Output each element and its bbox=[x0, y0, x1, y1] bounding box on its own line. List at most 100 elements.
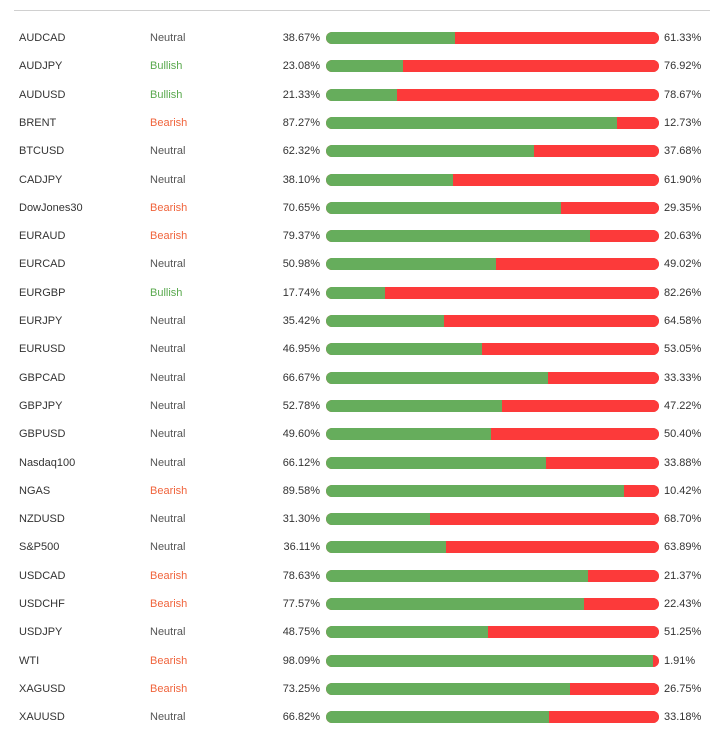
table-row[interactable]: EURGBP Bullish 17.74% 82.26% bbox=[0, 279, 720, 307]
long-percent: 77.57% bbox=[282, 598, 320, 610]
sentiment-label: Neutral bbox=[150, 711, 186, 724]
table-row[interactable]: BTCUSD Neutral 62.32% 37.68% bbox=[0, 137, 720, 165]
short-percent: 33.18% bbox=[664, 711, 702, 724]
symbol[interactable]: S&P500 bbox=[19, 541, 60, 554]
short-percent: 78.67% bbox=[664, 88, 702, 101]
symbol[interactable]: NGAS bbox=[19, 484, 51, 497]
symbol[interactable]: BTCUSD bbox=[19, 145, 65, 158]
symbol[interactable]: USDJPY bbox=[19, 626, 63, 639]
table-row[interactable]: EURJPY Neutral 35.42% 64.58% bbox=[0, 307, 720, 335]
sentiment-bar bbox=[326, 626, 659, 639]
table-row[interactable]: AUDUSD Bullish 21.33% 78.67% bbox=[0, 81, 720, 109]
table-row[interactable]: XAGUSD Bearish 73.25% 26.75% bbox=[0, 675, 720, 703]
short-percent: 82.26% bbox=[664, 286, 702, 299]
symbol[interactable]: GBPCAD bbox=[19, 371, 66, 384]
table-row[interactable]: DowJones30 Bearish 70.65% 29.35% bbox=[0, 194, 720, 222]
table-row[interactable]: EURAUD Bearish 79.37% 20.63% bbox=[0, 222, 720, 250]
symbol[interactable]: EURCAD bbox=[19, 258, 66, 271]
table-row[interactable]: XAUUSD Neutral 66.82% 33.18% bbox=[0, 703, 720, 731]
long-fill bbox=[326, 230, 591, 243]
sentiment-bar bbox=[326, 484, 659, 497]
sentiment-bar bbox=[326, 201, 659, 214]
symbol[interactable]: EURJPY bbox=[19, 315, 63, 327]
symbol[interactable]: CADJPY bbox=[19, 173, 63, 186]
symbol[interactable]: AUDUSD bbox=[19, 88, 66, 101]
short-percent: 61.33% bbox=[664, 32, 702, 44]
sentiment-bar bbox=[326, 598, 659, 610]
long-fill bbox=[326, 343, 483, 356]
short-fill bbox=[495, 258, 659, 271]
short-fill bbox=[446, 541, 659, 554]
symbol[interactable]: WTI bbox=[19, 654, 40, 667]
table-row[interactable]: GBPCAD Neutral 66.67% 33.33% bbox=[0, 364, 720, 392]
symbol[interactable]: GBPJPY bbox=[19, 399, 63, 412]
sentiment-bar bbox=[326, 428, 659, 441]
table-row[interactable]: CADJPY Neutral 38.10% 61.90% bbox=[0, 166, 720, 194]
symbol[interactable]: NZDUSD bbox=[19, 513, 65, 526]
long-percent: 87.27% bbox=[282, 116, 320, 129]
long-percent: 35.42% bbox=[282, 315, 320, 327]
sentiment-label: Bullish bbox=[150, 88, 183, 101]
long-fill bbox=[326, 541, 447, 554]
short-fill bbox=[546, 456, 659, 469]
symbol[interactable]: BRENT bbox=[19, 116, 57, 129]
sentiment-label: Neutral bbox=[150, 173, 186, 186]
symbol[interactable]: Nasdaq100 bbox=[19, 456, 76, 469]
sentiment-label: Bearish bbox=[150, 484, 188, 497]
symbol[interactable]: GBPUSD bbox=[19, 428, 66, 441]
long-percent: 70.65% bbox=[282, 201, 320, 214]
long-fill bbox=[326, 145, 534, 158]
long-fill bbox=[326, 569, 588, 582]
sentiment-label: Neutral bbox=[150, 258, 186, 271]
symbol[interactable]: USDCHF bbox=[19, 598, 65, 610]
long-percent: 89.58% bbox=[282, 484, 320, 497]
table-row[interactable]: USDCAD Bearish 78.63% 21.37% bbox=[0, 562, 720, 590]
short-percent: 22.43% bbox=[664, 598, 702, 610]
long-percent: 38.67% bbox=[282, 32, 320, 44]
table-row[interactable]: AUDJPY Bullish 23.08% 76.92% bbox=[0, 52, 720, 80]
long-fill bbox=[326, 173, 453, 186]
table-row[interactable]: WTI Bearish 98.09% 1.91% bbox=[0, 647, 720, 675]
sentiment-bar bbox=[326, 230, 659, 243]
symbol[interactable]: XAGUSD bbox=[19, 682, 66, 695]
long-percent: 49.60% bbox=[282, 428, 320, 441]
sentiment-label: Bullish bbox=[150, 286, 183, 299]
table-row[interactable]: EURUSD Neutral 46.95% 53.05% bbox=[0, 335, 720, 363]
symbol[interactable]: USDCAD bbox=[19, 569, 66, 582]
symbol[interactable]: AUDCAD bbox=[19, 32, 66, 44]
symbol[interactable]: DowJones30 bbox=[19, 201, 83, 214]
long-percent: 73.25% bbox=[282, 682, 320, 695]
table-row[interactable]: NZDUSD Neutral 31.30% 68.70% bbox=[0, 505, 720, 533]
long-fill bbox=[326, 88, 398, 101]
long-percent: 48.75% bbox=[282, 626, 320, 639]
symbol[interactable]: EURUSD bbox=[19, 343, 66, 356]
table-row[interactable]: EURCAD Neutral 50.98% 49.02% bbox=[0, 250, 720, 278]
table-row[interactable]: USDCHF Bearish 77.57% 22.43% bbox=[0, 590, 720, 618]
symbol[interactable]: AUDJPY bbox=[19, 60, 63, 73]
table-row[interactable]: NGAS Bearish 89.58% 10.42% bbox=[0, 477, 720, 505]
sentiment-label: Neutral bbox=[150, 145, 186, 158]
table-row[interactable]: GBPJPY Neutral 52.78% 47.22% bbox=[0, 392, 720, 420]
sentiment-bar bbox=[326, 173, 659, 186]
table-row[interactable]: USDJPY Neutral 48.75% 51.25% bbox=[0, 618, 720, 646]
short-fill bbox=[590, 230, 659, 243]
short-percent: 21.37% bbox=[664, 569, 702, 582]
long-percent: 38.10% bbox=[282, 173, 320, 186]
sentiment-label: Bearish bbox=[150, 598, 188, 610]
symbol[interactable]: EURGBP bbox=[19, 286, 66, 299]
short-fill bbox=[452, 173, 659, 186]
table-row[interactable]: S&P500 Neutral 36.11% 63.89% bbox=[0, 533, 720, 561]
symbol[interactable]: XAUUSD bbox=[19, 711, 65, 724]
sentiment-bar bbox=[326, 541, 659, 554]
table-row[interactable]: AUDCAD Neutral 38.67% 61.33% bbox=[0, 24, 720, 52]
table-row[interactable]: GBPUSD Neutral 49.60% 50.40% bbox=[0, 420, 720, 448]
short-percent: 61.90% bbox=[664, 173, 702, 186]
table-row[interactable]: BRENT Bearish 87.27% 12.73% bbox=[0, 109, 720, 137]
sentiment-bar bbox=[326, 682, 659, 695]
long-fill bbox=[326, 598, 585, 610]
table-row[interactable]: Nasdaq100 Neutral 66.12% 33.88% bbox=[0, 449, 720, 477]
sentiment-bar bbox=[326, 60, 659, 73]
symbol[interactable]: EURAUD bbox=[19, 230, 66, 243]
short-fill bbox=[616, 116, 659, 129]
sentiment-label: Neutral bbox=[150, 428, 186, 441]
